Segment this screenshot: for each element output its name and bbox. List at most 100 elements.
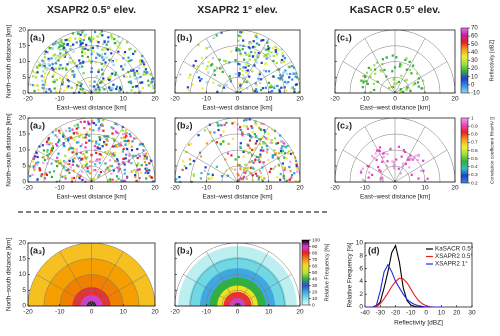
radar-echo [374,72,377,75]
radar-echo [90,38,94,41]
radar-echo [416,158,419,162]
radar-echo [234,61,237,64]
radar-echo [280,58,284,62]
radar-echo [264,70,268,73]
radar-echo [119,88,122,91]
radar-echo [97,68,100,71]
radar-echo [276,69,279,72]
radar-echo [57,59,60,62]
radar-echo [100,53,104,56]
x-axis-label: Reflectivity [dBZ] [394,320,443,327]
radar-echo [110,72,114,75]
radar-echo [280,60,284,64]
radar-echo [121,133,125,136]
colorbar [460,27,469,94]
x-tick-label: 10 [265,185,273,192]
radar-echo [103,47,106,50]
x-tick-label: 20 [453,310,461,317]
radar-echo [279,178,282,181]
radar-echo [416,154,419,157]
radar-echo [80,157,83,160]
radar-echo [98,54,101,57]
colorbar-tick-label: 90 [312,244,318,250]
radar-echo [64,154,67,157]
radar-echo [48,152,51,155]
colorbar-tick-label: 60 [471,34,478,40]
radar-echo [41,144,44,147]
x-axis-label: East–west distance [km] [360,105,430,112]
radar-echo [108,159,112,162]
radar-echo [238,83,242,86]
radar-echo [294,180,297,183]
radar-echo [372,82,376,85]
radar-echo [253,160,257,163]
colorbar-tick-label: 0.4 [471,164,478,170]
radar-echo [123,50,127,54]
radar-echo [397,145,401,148]
radar-echo [216,90,219,93]
radar-echo [110,34,113,37]
radar-echo [224,60,228,63]
radar-echo [81,88,85,91]
radar-echo [32,165,35,168]
radar-echo [61,175,64,178]
radar-echo [277,76,280,80]
radar-echo [373,64,376,67]
radar-echo [250,42,253,45]
radar-echo [247,133,251,136]
radar-echo [126,147,129,151]
radar-echo [287,81,290,84]
radar-echo [200,171,203,175]
radar-echo [254,58,257,61]
radar-echo [241,134,244,137]
radar-echo [62,166,65,169]
radar-echo [188,158,192,161]
radar-echo [36,155,39,159]
radar-echo [245,53,248,56]
radar-echo [88,38,92,41]
radar-echo [286,72,289,75]
radar-echo [204,166,207,169]
radar-echo [98,136,101,139]
x-tick-label: -10 [202,309,212,316]
radar-echo [102,119,105,122]
radar-echo [276,141,280,145]
radar-echo [150,176,154,179]
radar-echo [77,80,80,83]
radar-echo [257,178,260,181]
radar-echo [56,55,59,58]
radar-echo [222,86,226,89]
radar-echo [138,61,141,64]
radar-echo [94,61,97,64]
radar-echo [81,48,84,51]
radar-echo [109,151,113,154]
radar-echo [120,65,123,68]
radar-echo [145,177,148,180]
radar-echo [145,167,149,170]
radar-echo [55,78,59,81]
radar-echo [107,36,110,39]
radar-echo [81,165,84,168]
radar-echo [34,155,37,158]
radar-echo [61,164,64,167]
radar-echo [251,70,254,73]
radar-echo [217,128,220,132]
radar-echo [230,154,233,157]
radar-echo [71,32,75,35]
radar-echo [123,168,126,171]
radar-echo [242,175,246,178]
radar-echo [58,139,61,142]
radar-echo [72,169,75,172]
radar-echo [265,137,268,140]
radar-echo [64,137,67,141]
radar-echo [274,165,277,168]
radar-echo [197,43,200,47]
azimuth-line [206,251,238,307]
radar-echo [75,148,78,151]
radar-echo [272,75,275,78]
radar-panel [334,29,456,94]
radar-echo [64,175,67,178]
radar-echo [248,118,251,121]
radar-echo [64,177,67,180]
radar-echo [89,48,92,51]
